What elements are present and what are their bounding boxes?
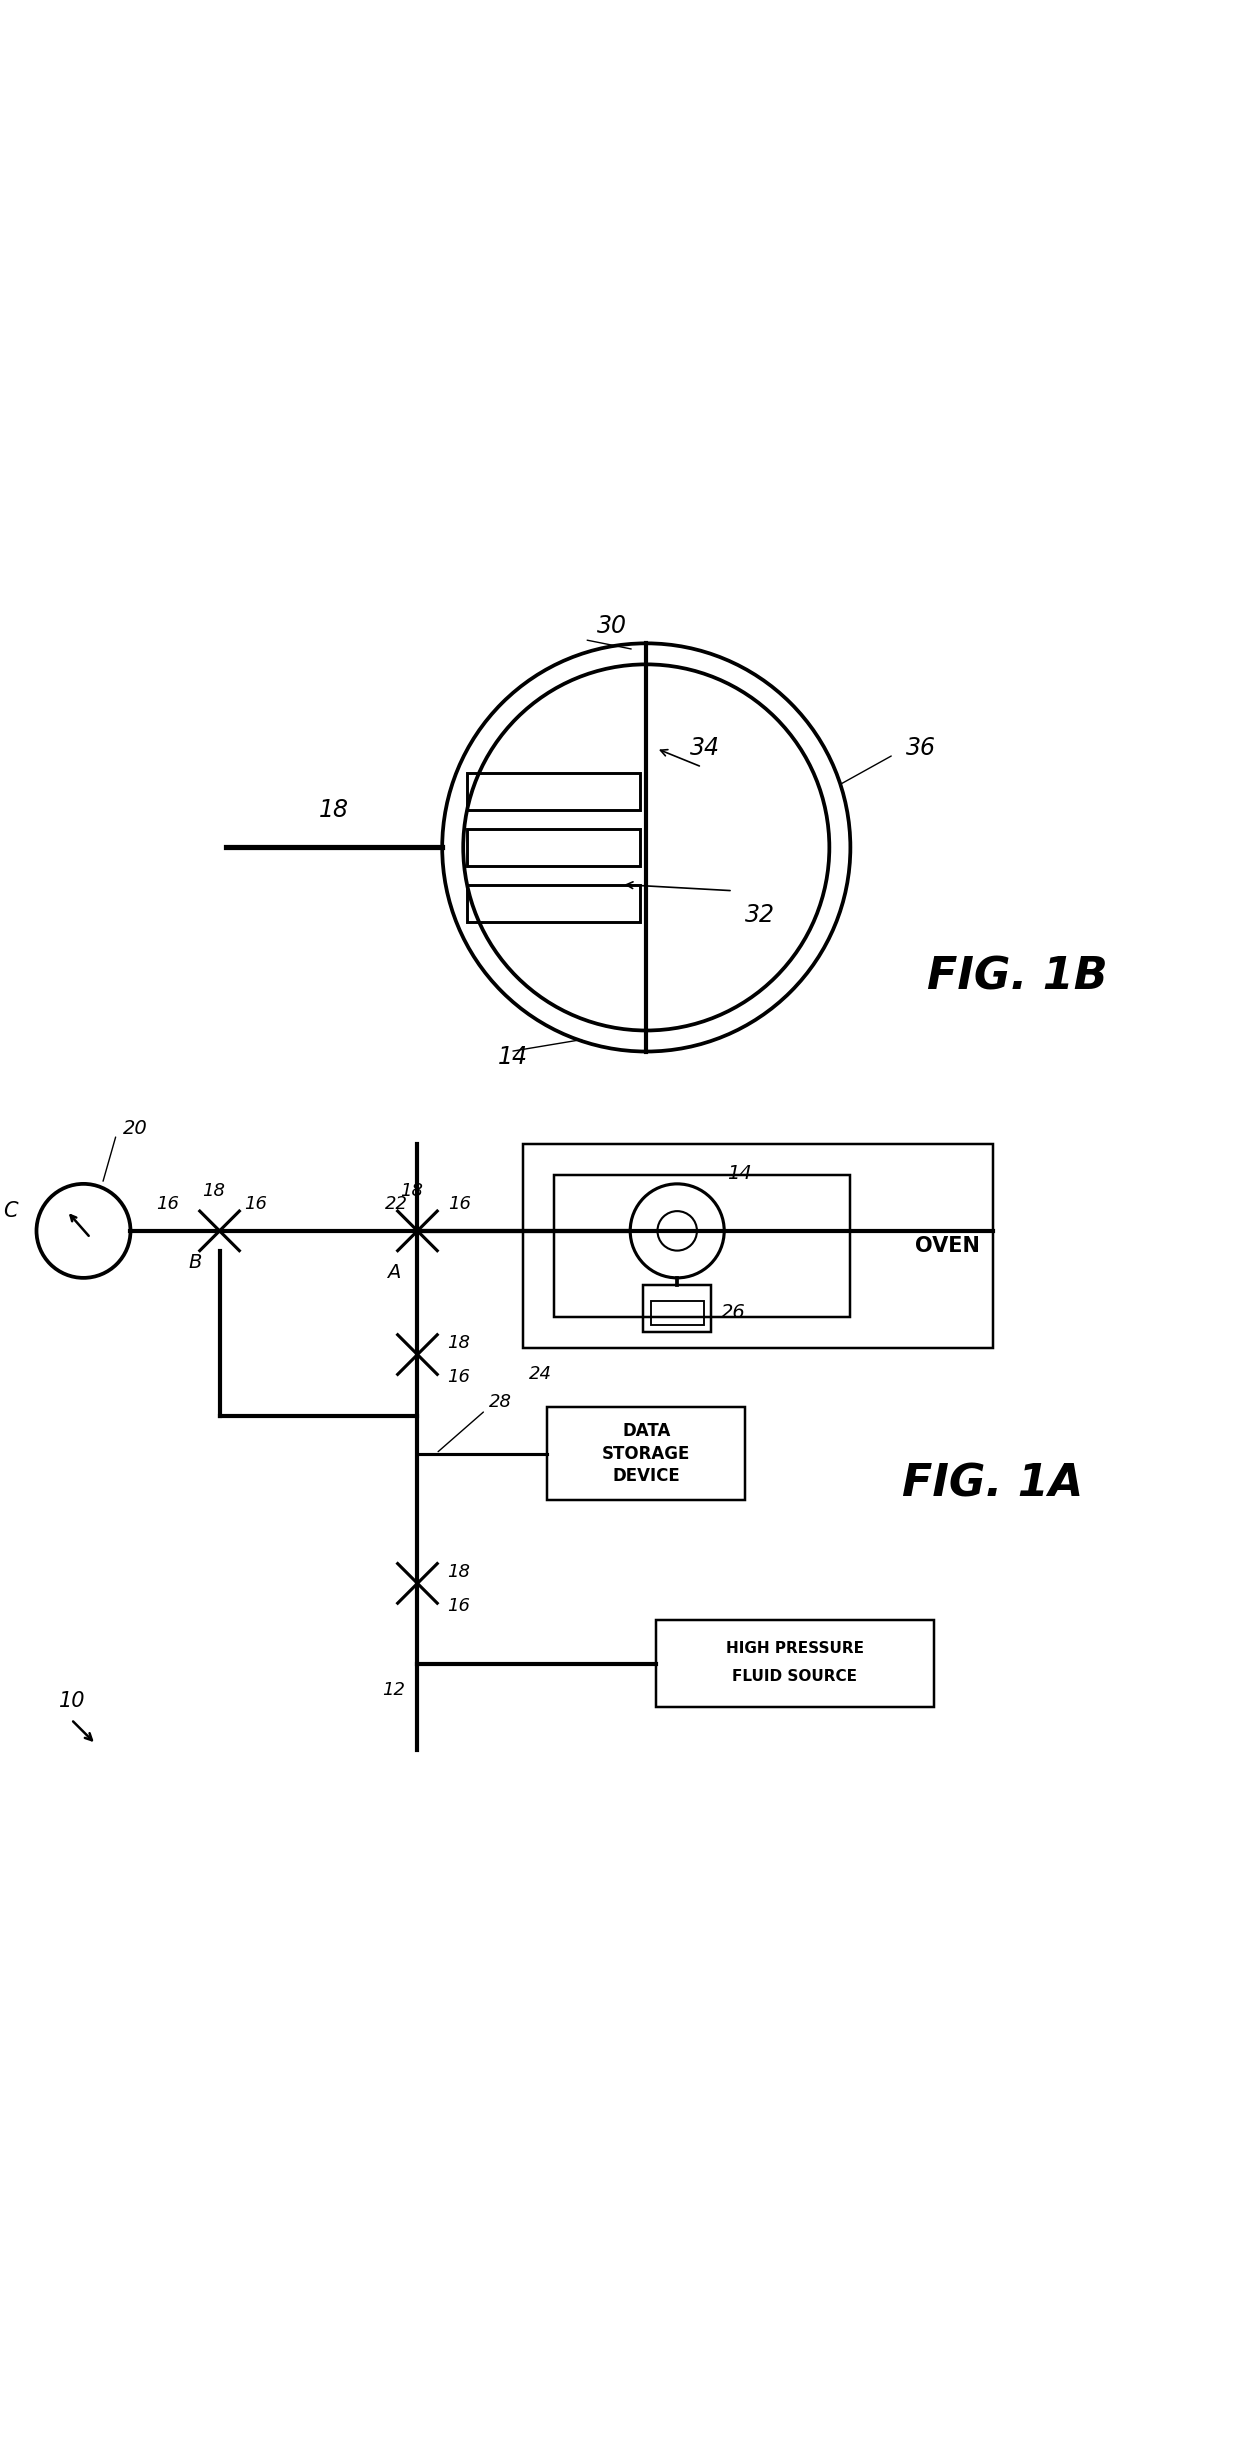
Text: 18: 18 [319,797,348,821]
Text: FIG. 1A: FIG. 1A [901,1462,1084,1506]
Text: OVEN: OVEN [915,1236,981,1257]
Bar [553,1175,851,1318]
Text: 16: 16 [449,1194,471,1214]
Text: 12: 12 [382,1682,405,1699]
Text: 24: 24 [528,1365,552,1384]
Text: 16: 16 [448,1367,470,1387]
Bar [644,1284,712,1333]
Text: 18: 18 [399,1182,423,1201]
Text: C: C [4,1201,17,1221]
Text: 18: 18 [448,1562,470,1582]
Text: A: A [387,1262,401,1282]
Bar [651,1301,704,1326]
Text: B: B [188,1253,202,1272]
Text: 32: 32 [745,902,775,926]
Text: 22: 22 [384,1194,408,1214]
Text: 16: 16 [156,1194,180,1214]
Text: 14: 14 [497,1045,528,1070]
Text: 10: 10 [58,1691,86,1711]
Text: 20: 20 [123,1119,148,1138]
Text: 30: 30 [596,614,626,638]
Text: 36: 36 [906,736,936,760]
Text: 18: 18 [202,1182,224,1201]
Bar [522,1145,992,1348]
Text: 34: 34 [689,736,719,760]
Text: 14: 14 [727,1165,751,1182]
Bar [467,885,640,921]
Text: 26: 26 [722,1304,746,1323]
Bar [547,1406,745,1499]
Text: DATA: DATA [622,1423,671,1440]
Text: STORAGE: STORAGE [603,1445,691,1462]
Text: DEVICE: DEVICE [613,1467,681,1484]
Text: FLUID SOURCE: FLUID SOURCE [732,1669,857,1684]
Text: 16: 16 [244,1194,268,1214]
Bar [467,773,640,812]
Text: 16: 16 [448,1596,470,1616]
Text: HIGH PRESSURE: HIGH PRESSURE [725,1643,864,1657]
Bar [467,829,640,865]
Bar [656,1621,934,1706]
Text: 18: 18 [448,1335,470,1353]
Text: 28: 28 [490,1392,512,1411]
Text: FIG. 1B: FIG. 1B [928,955,1107,999]
